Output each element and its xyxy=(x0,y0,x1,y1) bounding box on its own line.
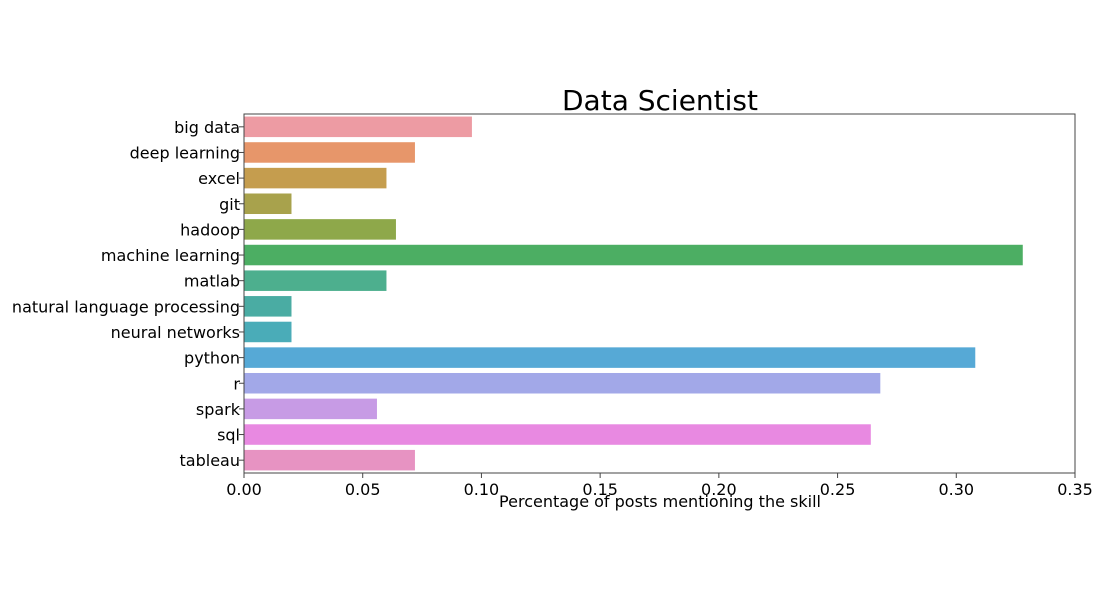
bar-matlab xyxy=(244,270,387,291)
x-axis-label: Percentage of posts mentioning the skill xyxy=(499,492,821,511)
x-tick-label: 0.05 xyxy=(345,480,381,499)
bar-machine-learning xyxy=(244,244,1023,266)
y-tick-label: machine learning xyxy=(101,246,240,265)
y-tick-label: tableau xyxy=(180,451,240,470)
x-tick-label: 0.25 xyxy=(820,480,856,499)
plot-frame xyxy=(243,113,1076,474)
y-tick-label: natural language processing xyxy=(12,297,240,316)
bar-sql xyxy=(244,424,871,445)
bar-r xyxy=(244,372,881,394)
y-tick-label: sql xyxy=(217,426,240,445)
bar-neural-networks xyxy=(244,321,292,343)
x-tick-label: 0.15 xyxy=(582,480,618,499)
bar-big-data xyxy=(244,116,472,138)
x-tick-label: 0.30 xyxy=(938,480,974,499)
y-tick-label: big data xyxy=(174,118,240,137)
x-tick-label: 0.00 xyxy=(226,480,262,499)
bar-spark xyxy=(244,398,377,420)
y-axis-ticks: big data deep learning excel git hadoop machi… xyxy=(12,118,244,470)
bar-hadoop xyxy=(244,219,396,240)
y-tick-label: python xyxy=(184,349,240,368)
bar-excel xyxy=(244,167,387,189)
y-tick-label: neural networks xyxy=(111,323,240,342)
y-tick-label: hadoop xyxy=(180,220,240,239)
y-tick-label: excel xyxy=(198,169,240,188)
bar-natural-language-processing xyxy=(244,296,292,317)
x-tick-label: 0.20 xyxy=(701,480,737,499)
y-tick-label: deep learning xyxy=(130,143,240,162)
bar-deep-learning xyxy=(244,142,415,163)
chart-title: Data Scientist xyxy=(562,84,758,117)
x-tick-label: 0.35 xyxy=(1057,480,1093,499)
bar-python xyxy=(244,347,976,368)
bar-git xyxy=(244,193,292,215)
y-tick-label: matlab xyxy=(184,272,240,291)
y-tick-label: spark xyxy=(196,400,241,419)
y-tick-label: git xyxy=(219,195,240,214)
bars xyxy=(244,116,1023,471)
x-tick-label: 0.10 xyxy=(464,480,500,499)
x-axis-ticks: 0.00 0.05 0.10 0.15 0.20 0.25 0.30 0.35 xyxy=(226,473,1093,499)
bar-tableau xyxy=(244,449,415,471)
y-tick-label: r xyxy=(233,374,240,393)
